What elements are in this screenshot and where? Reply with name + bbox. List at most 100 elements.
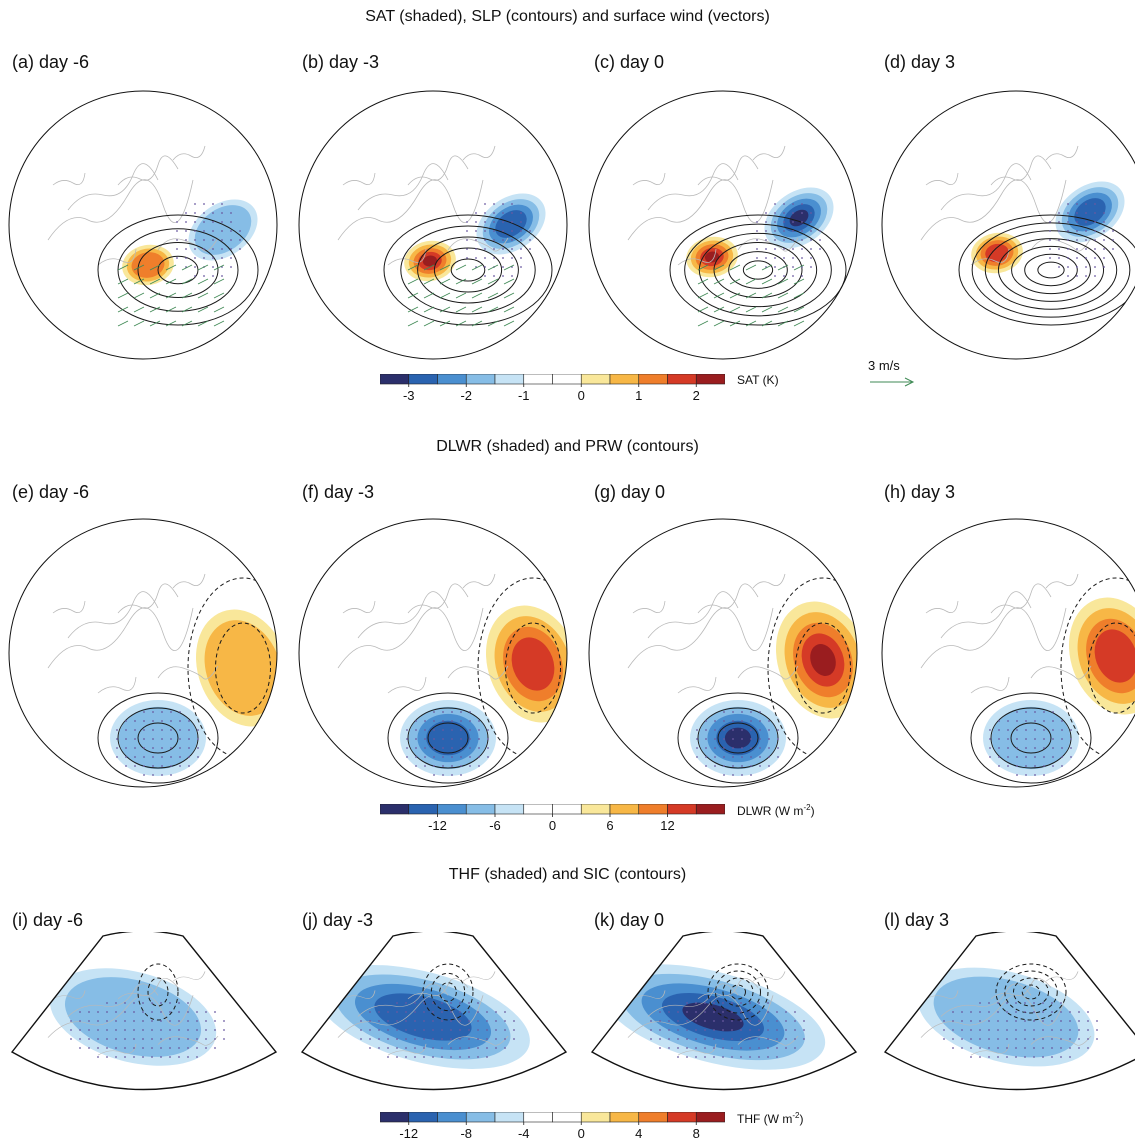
panel-label-a: (a) day -6 bbox=[12, 52, 89, 73]
colorbar-tick-label: -1 bbox=[518, 388, 530, 403]
colorbar-cell bbox=[696, 374, 725, 384]
significance-stipple bbox=[124, 1056, 126, 1058]
significance-stipple bbox=[677, 1056, 679, 1058]
significance-stipple bbox=[396, 1002, 398, 1004]
panel-label-i: (i) day -6 bbox=[12, 910, 83, 931]
significance-stipple bbox=[979, 1047, 981, 1049]
significance-stipple bbox=[1024, 1056, 1026, 1058]
significance-stipple bbox=[185, 248, 187, 250]
significance-stipple bbox=[705, 738, 707, 740]
significance-stipple bbox=[732, 729, 734, 731]
colorbar-cell bbox=[409, 374, 438, 384]
significance-stipple bbox=[424, 756, 426, 758]
significance-stipple bbox=[1103, 221, 1105, 223]
significance-stipple bbox=[125, 747, 127, 749]
significance-stipple bbox=[433, 738, 435, 740]
significance-stipple bbox=[1067, 248, 1069, 250]
significance-stipple bbox=[1067, 239, 1069, 241]
significance-stipple bbox=[469, 720, 471, 722]
significance-stipple bbox=[115, 1020, 117, 1022]
significance-stipple bbox=[478, 765, 480, 767]
significance-stipple bbox=[801, 230, 803, 232]
significance-stipple bbox=[998, 747, 1000, 749]
significance-stipple bbox=[484, 266, 486, 268]
significance-stipple bbox=[511, 257, 513, 259]
significance-stipple bbox=[124, 1011, 126, 1013]
significance-stipple bbox=[1076, 239, 1078, 241]
significance-stipple bbox=[230, 248, 232, 250]
significance-stipple bbox=[484, 230, 486, 232]
significance-stipple bbox=[767, 1011, 769, 1013]
significance-stipple bbox=[750, 738, 752, 740]
significance-stipple bbox=[785, 1020, 787, 1022]
significance-stipple bbox=[998, 729, 1000, 731]
significance-stipple bbox=[1085, 248, 1087, 250]
significance-stipple bbox=[143, 774, 145, 776]
significance-stipple bbox=[961, 1038, 963, 1040]
significance-stipple bbox=[179, 765, 181, 767]
significance-stipple bbox=[203, 230, 205, 232]
significance-stipple bbox=[406, 729, 408, 731]
significance-stipple bbox=[160, 1011, 162, 1013]
significance-stipple bbox=[1061, 738, 1063, 740]
significance-stipple bbox=[405, 1038, 407, 1040]
significance-stipple bbox=[205, 1047, 207, 1049]
significance-stipple bbox=[387, 1020, 389, 1022]
significance-stipple bbox=[732, 774, 734, 776]
significance-stipple bbox=[212, 266, 214, 268]
significance-stipple bbox=[686, 1011, 688, 1013]
colorbar-thf-strip: -12-8-404812 bbox=[380, 1112, 725, 1142]
significance-stipple bbox=[442, 738, 444, 740]
significance-stipple bbox=[774, 239, 776, 241]
significance-stipple bbox=[1087, 1047, 1089, 1049]
significance-stipple bbox=[650, 1038, 652, 1040]
significance-stipple bbox=[783, 212, 785, 214]
significance-stipple bbox=[741, 729, 743, 731]
significance-stipple bbox=[405, 1029, 407, 1031]
significance-stipple bbox=[1052, 765, 1054, 767]
significance-stipple bbox=[765, 221, 767, 223]
significance-stipple bbox=[415, 729, 417, 731]
colorbar-cell bbox=[466, 374, 495, 384]
significance-stipple bbox=[369, 1020, 371, 1022]
significance-stipple bbox=[819, 230, 821, 232]
significance-stipple bbox=[1016, 747, 1018, 749]
significance-stipple bbox=[1058, 239, 1060, 241]
significance-stipple bbox=[686, 1020, 688, 1022]
significance-stipple bbox=[774, 248, 776, 250]
significance-stipple bbox=[451, 711, 453, 713]
significance-stipple bbox=[722, 1029, 724, 1031]
map-panel-j bbox=[298, 932, 568, 1122]
significance-stipple bbox=[776, 1047, 778, 1049]
significance-stipple bbox=[695, 1020, 697, 1022]
significance-stipple bbox=[194, 203, 196, 205]
significance-stipple bbox=[116, 747, 118, 749]
significance-stipple bbox=[477, 1038, 479, 1040]
significance-stipple bbox=[1024, 1038, 1026, 1040]
significance-stipple bbox=[1076, 266, 1078, 268]
significance-stipple bbox=[1087, 1011, 1089, 1013]
significance-stipple bbox=[1042, 1038, 1044, 1040]
significance-stipple bbox=[1103, 230, 1105, 232]
significance-stipple bbox=[469, 765, 471, 767]
significance-stipple bbox=[197, 729, 199, 731]
colorbar-tick-label: 12 bbox=[660, 818, 674, 833]
significance-stipple bbox=[502, 266, 504, 268]
significance-stipple bbox=[176, 230, 178, 232]
significance-stipple bbox=[223, 1020, 225, 1022]
significance-stipple bbox=[1060, 1011, 1062, 1013]
significance-stipple bbox=[179, 729, 181, 731]
significance-stipple bbox=[696, 756, 698, 758]
significance-stipple bbox=[1052, 711, 1054, 713]
significance-stipple bbox=[466, 248, 468, 250]
significance-stipple bbox=[124, 1020, 126, 1022]
significance-stipple bbox=[767, 1029, 769, 1031]
significance-stipple bbox=[414, 1011, 416, 1013]
significance-stipple bbox=[1052, 720, 1054, 722]
significance-stipple bbox=[433, 720, 435, 722]
significance-stipple bbox=[511, 239, 513, 241]
significance-stipple bbox=[459, 1056, 461, 1058]
significance-stipple bbox=[1060, 1047, 1062, 1049]
significance-stipple bbox=[405, 1002, 407, 1004]
significance-stipple bbox=[405, 1056, 407, 1058]
